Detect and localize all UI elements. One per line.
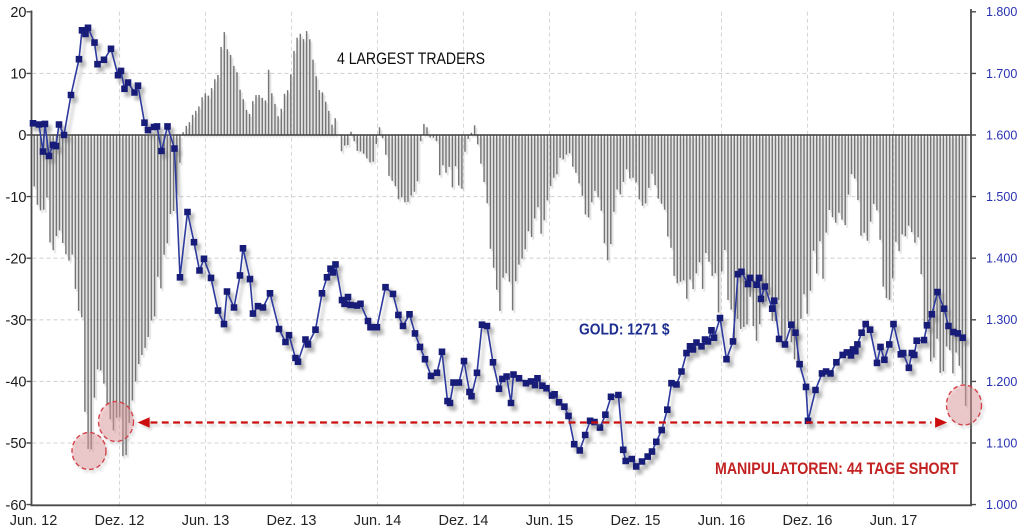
- svg-text:Dez. 14: Dez. 14: [439, 513, 489, 529]
- svg-text:20: 20: [10, 5, 26, 21]
- svg-text:1.400: 1.400: [986, 252, 1017, 266]
- svg-text:1.000: 1.000: [986, 498, 1017, 512]
- svg-text:MANIPULATOREN: 44 TAGE SHORT: MANIPULATOREN: 44 TAGE SHORT: [715, 460, 959, 478]
- svg-text:Jun. 14: Jun. 14: [354, 513, 402, 529]
- svg-text:Dez. 16: Dez. 16: [783, 513, 833, 529]
- svg-text:Dez. 13: Dez. 13: [267, 513, 317, 529]
- svg-text:1.500: 1.500: [986, 190, 1017, 204]
- svg-text:Jun. 12: Jun. 12: [10, 513, 58, 529]
- svg-text:1.800: 1.800: [986, 5, 1017, 19]
- svg-text:GOLD: 1271 $: GOLD: 1271 $: [579, 322, 670, 339]
- svg-text:-10: -10: [6, 190, 27, 206]
- svg-text:Dez. 12: Dez. 12: [95, 513, 145, 529]
- svg-text:4 LARGEST TRADERS: 4 LARGEST TRADERS: [337, 49, 485, 68]
- svg-text:1.700: 1.700: [986, 67, 1017, 81]
- svg-text:0: 0: [18, 128, 26, 144]
- svg-text:1.200: 1.200: [986, 375, 1017, 389]
- svg-text:-50: -50: [6, 436, 27, 452]
- svg-text:Jun. 16: Jun. 16: [698, 513, 746, 529]
- svg-text:-30: -30: [6, 313, 27, 329]
- svg-text:10: 10: [10, 67, 26, 83]
- svg-text:Jun. 15: Jun. 15: [526, 513, 574, 529]
- svg-text:-60: -60: [6, 498, 27, 514]
- svg-text:1.600: 1.600: [986, 128, 1017, 142]
- svg-text:Dez. 15: Dez. 15: [611, 513, 661, 529]
- svg-text:Jun. 17: Jun. 17: [870, 513, 918, 529]
- svg-text:1.100: 1.100: [986, 436, 1017, 450]
- svg-text:-20: -20: [6, 251, 27, 267]
- svg-text:-40: -40: [6, 375, 27, 391]
- svg-text:Jun. 13: Jun. 13: [182, 513, 230, 529]
- svg-text:1.300: 1.300: [986, 313, 1017, 327]
